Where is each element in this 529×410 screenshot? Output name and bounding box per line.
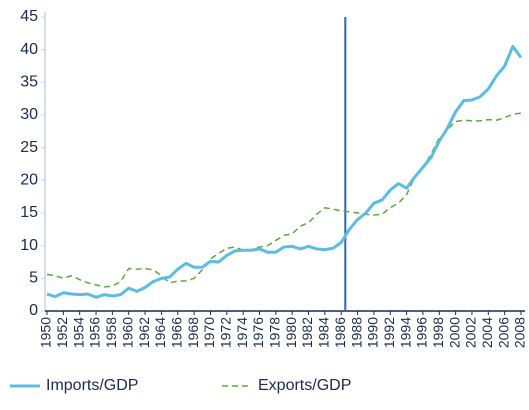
- x-tick-label: 1986: [332, 317, 348, 348]
- x-tick-label: 1970: [201, 317, 217, 348]
- x-tick-label: 2004: [479, 317, 495, 348]
- x-tick-label: 1998: [430, 317, 446, 348]
- x-tick-label: 1962: [136, 317, 152, 348]
- legend-label: Exports/GDP: [258, 377, 351, 394]
- x-tick-label: 1988: [348, 317, 364, 348]
- series-line: [46, 44, 523, 299]
- y-tick-label: 10: [20, 237, 38, 254]
- x-tick-label: 1996: [414, 317, 430, 348]
- y-tick-label: 25: [20, 139, 38, 156]
- series-line: [46, 112, 522, 288]
- legend-label: Imports/GDP: [46, 377, 138, 394]
- x-tick-label: 1958: [103, 317, 119, 348]
- y-tick-label: 5: [29, 270, 38, 287]
- x-tick-label: 1968: [185, 317, 201, 348]
- x-tick-label: 1950: [38, 317, 54, 348]
- y-tick-label: 15: [20, 204, 38, 221]
- x-tick-label: 1954: [70, 317, 86, 348]
- y-tick-label: 20: [20, 172, 38, 189]
- x-tick-label: 1982: [299, 317, 315, 348]
- x-tick-label: 1992: [381, 317, 397, 348]
- x-tick-label: 2000: [446, 317, 462, 348]
- y-tick-label: 0: [29, 302, 38, 319]
- x-tick-label: 1990: [365, 317, 381, 348]
- x-tick-label: 2006: [495, 317, 511, 348]
- x-tick-label: 1956: [87, 317, 103, 348]
- x-tick-label: 1980: [283, 317, 299, 348]
- y-tick-label: 35: [20, 74, 38, 91]
- x-tick-label: 1976: [250, 317, 266, 348]
- x-tick-label: 1964: [152, 317, 168, 348]
- x-tick-label: 1966: [168, 317, 184, 348]
- y-tick-label: 40: [20, 41, 38, 58]
- y-tick-label: 30: [20, 106, 38, 123]
- x-tick-label: 2002: [463, 317, 479, 348]
- x-tick-label: 1952: [54, 317, 70, 348]
- x-tick-label: 1978: [267, 317, 283, 348]
- x-tick-label: 1984: [316, 317, 332, 348]
- x-tick-label: 1994: [397, 317, 413, 348]
- y-tick-label: 45: [20, 8, 38, 25]
- x-tick-label: 2008: [512, 317, 528, 348]
- x-tick-label: 1972: [217, 317, 233, 348]
- x-tick-label: 1974: [234, 317, 250, 348]
- x-tick-label: 1960: [119, 317, 135, 348]
